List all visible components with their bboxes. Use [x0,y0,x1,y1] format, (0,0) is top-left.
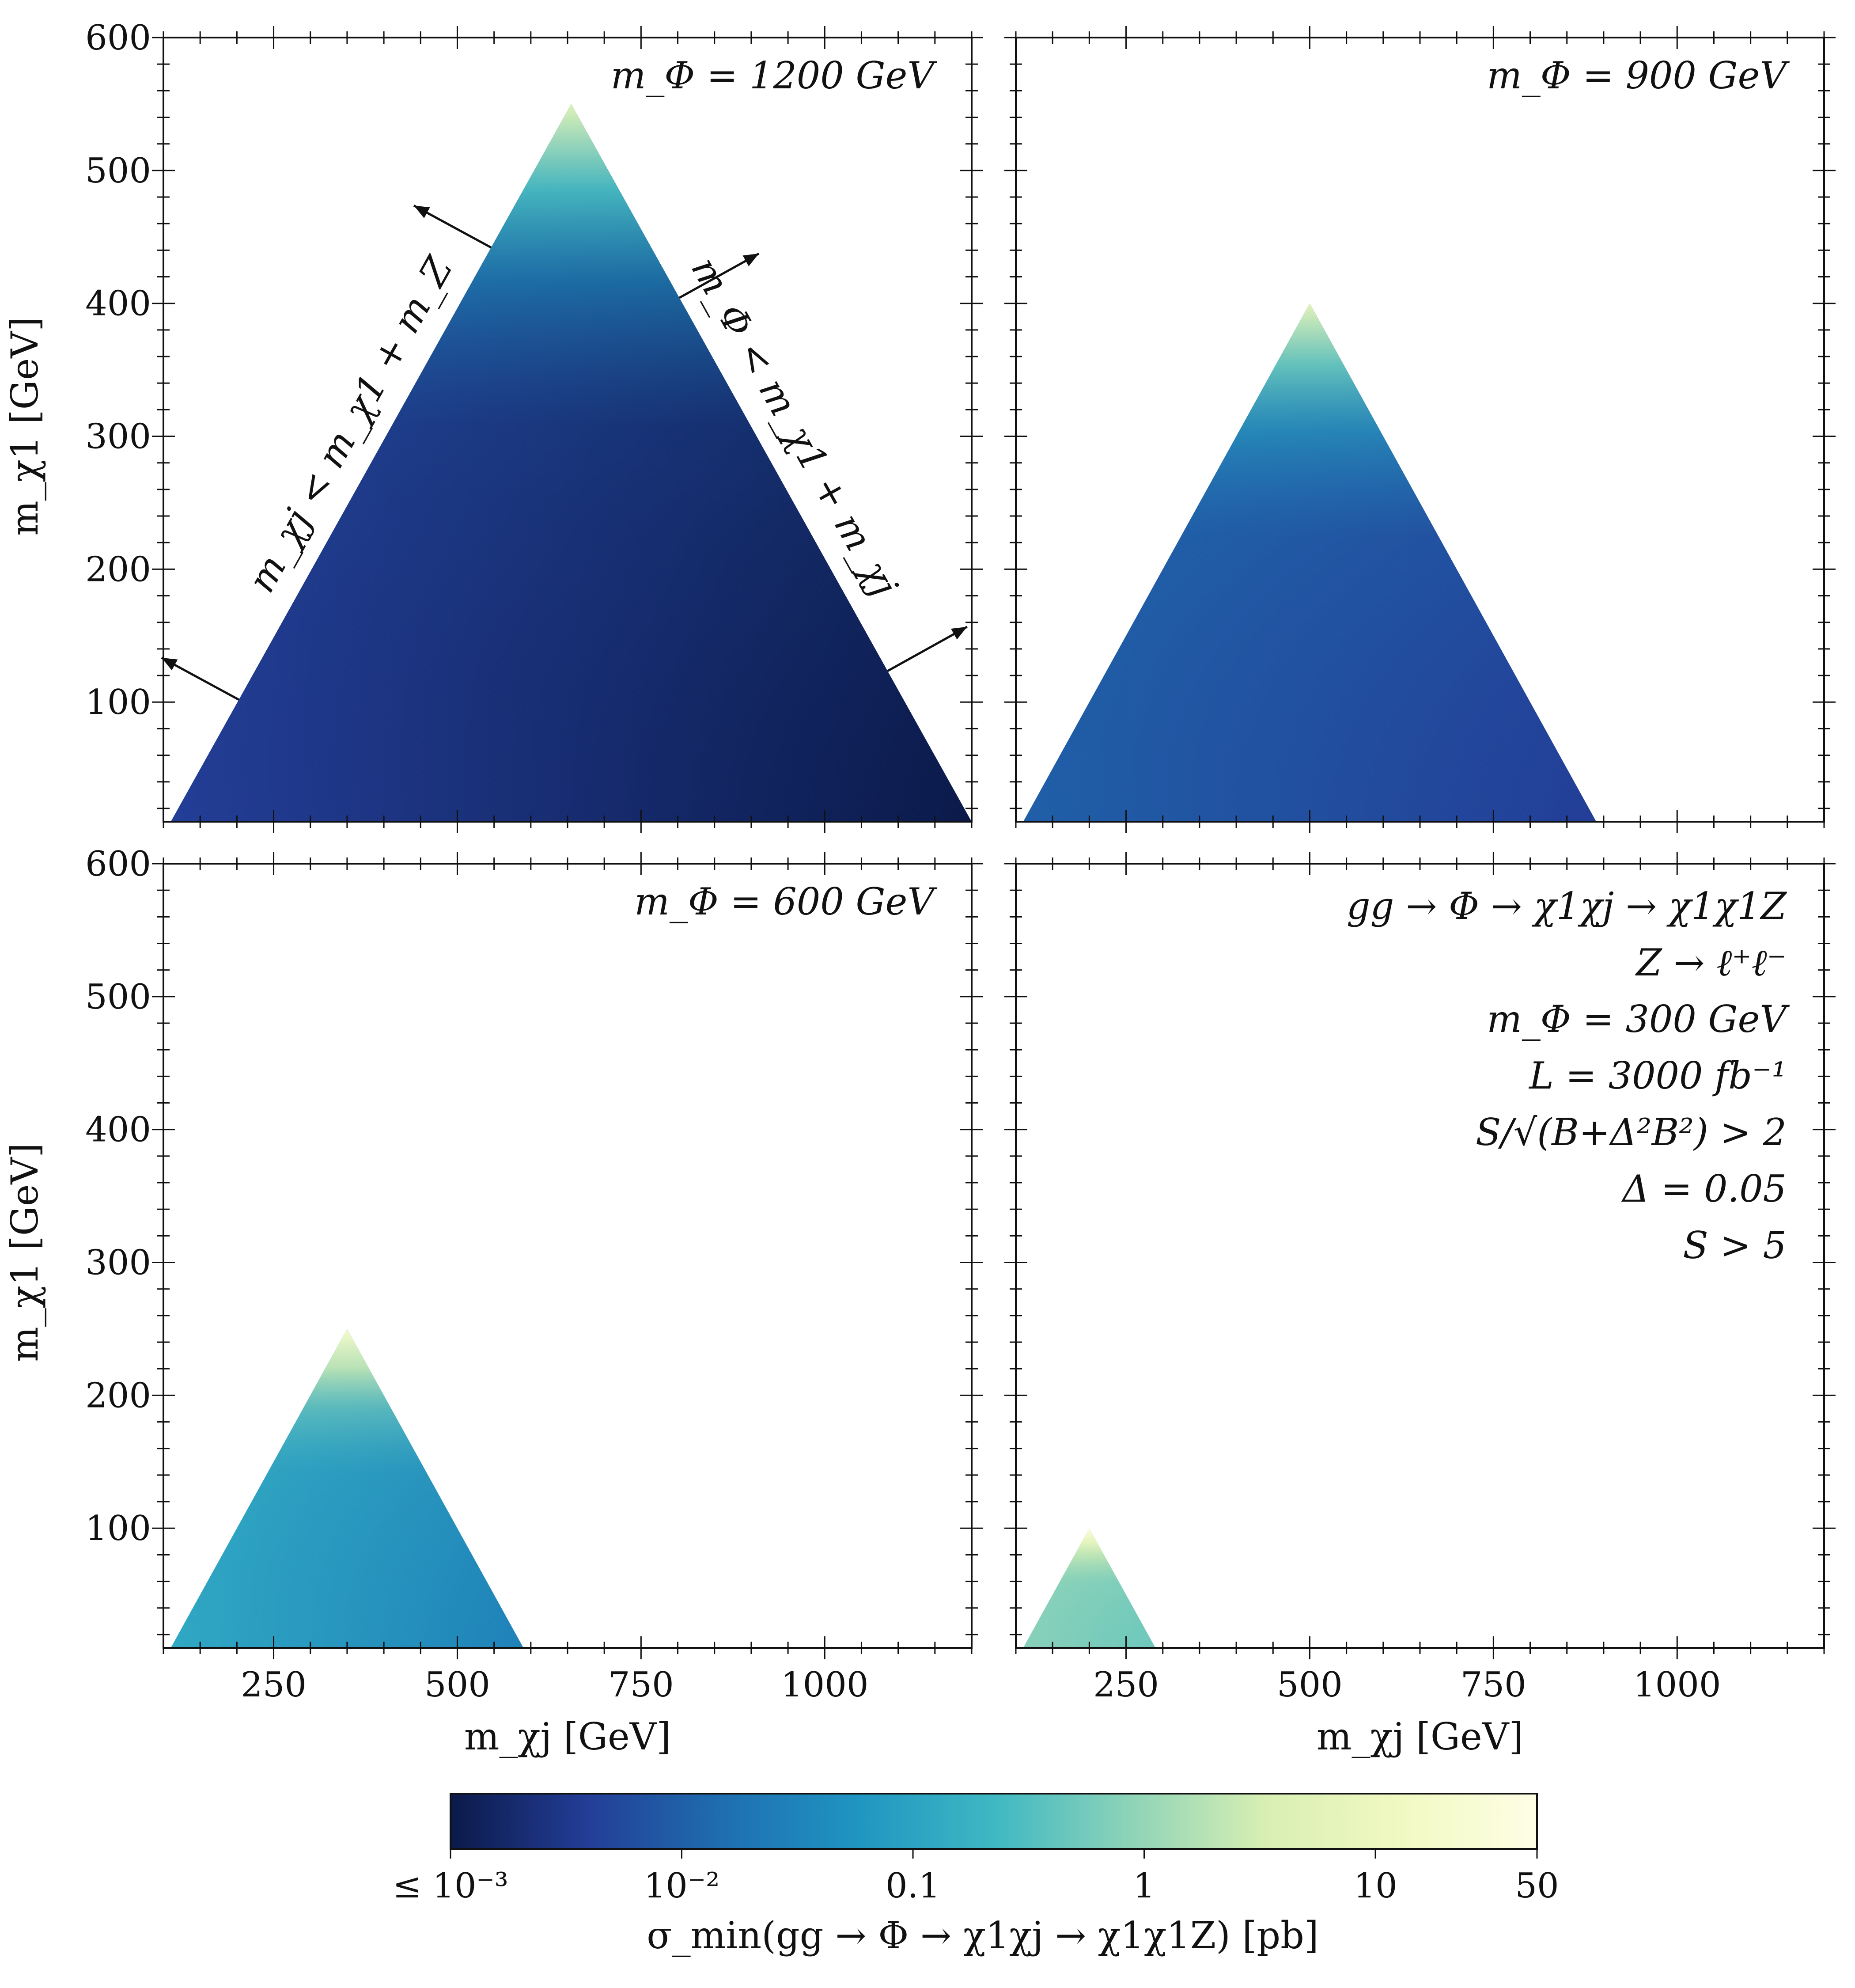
heatmap-region [170,1328,524,1648]
colorbar-gradient [450,1794,1537,1849]
y-tick-label: 300 [85,417,151,457]
panel-label: m_Φ = 1200 GeV [611,54,938,97]
x-axis-label-right: m_χj [GeV] [1317,1715,1523,1758]
colorbar-tick-label: 0.1 [886,1866,940,1906]
panel-m-phi-300: 250 500 750 1000 gg → Φ → χ1χj → χ1χ1Z Z → ℓ⁺… [1004,852,1836,1705]
colorbar: ≤ 10⁻³ 10⁻² 0.1 1 10 50 [393,1793,1559,1906]
info-line: L = 3000 fb⁻¹ [1528,1054,1787,1097]
x-tick-label: 1000 [781,1665,869,1705]
info-line: gg → Φ → χ1χj → χ1χ1Z [1347,884,1787,928]
colorbar-tick-label: 10 [1353,1866,1397,1906]
info-line: S/√(B+Δ²B²) > 2 [1476,1111,1787,1154]
info-line: Δ = 0.05 [1621,1167,1787,1210]
colorbar-label: σ_min(gg → Φ → χ1χj → χ1χ1Z) [pb] [647,1914,1318,1957]
x-tick-label: 750 [1461,1665,1526,1705]
y-tick-label: 100 [85,683,151,722]
arrow-head [951,626,967,640]
x-tick-label: 1000 [1633,1665,1721,1705]
panel-label: m_Φ = 900 GeV [1487,54,1790,97]
y-tick-label: 400 [85,1110,151,1150]
arrow-head [413,205,430,218]
colorbar-tick-label: ≤ 10⁻³ [393,1866,508,1906]
y-tick-label: 400 [85,284,151,324]
colorbar-tick-label: 1 [1133,1866,1155,1906]
x-tick-label: 250 [241,1665,307,1705]
heatmap-apex-ramp [170,1328,524,1648]
panel-m-phi-600: 250 500 750 1000 100 200 300 400 500 600 m_Φ = 600… [85,844,983,1705]
y-tick-label: 200 [85,1376,151,1415]
colorbar-tick-label: 50 [1515,1866,1559,1906]
heatmap-apex-ramp [1023,303,1597,822]
y-tick-label: 300 [85,1243,151,1283]
arrow-head [161,657,178,671]
boundary-arrow [678,252,760,299]
heatmap-region [1023,303,1597,822]
boundary-arrow [887,626,968,672]
x-axis-label-left: m_χj [GeV] [464,1715,671,1758]
colorbar-tick-label: 10⁻² [644,1866,720,1906]
colorbar-frame [450,1793,1538,1850]
x-tick-label: 500 [1277,1665,1343,1705]
info-line: m_Φ = 300 GeV [1487,998,1790,1041]
arrow-head [742,254,759,266]
x-tick-label: 750 [608,1665,674,1705]
y-tick-label: 100 [85,1509,151,1548]
y-axis-label-top: m_χ1 [GeV] [3,317,46,536]
x-tick-label: 500 [424,1665,490,1705]
y-axis-label-bottom: m_χ1 [GeV] [3,1143,46,1362]
y-tick-label: 600 [85,844,151,884]
y-tick-label: 600 [85,18,151,58]
panel-m-phi-900: m_Φ = 900 GeV [1004,26,1836,833]
panel-label: m_Φ = 600 GeV [634,880,937,923]
heatmap-region [170,104,972,822]
y-tick-label: 500 [85,151,151,191]
x-tick-label: 250 [1093,1665,1159,1705]
info-line: Z → ℓ⁺ℓ⁻ [1635,941,1787,984]
heatmap-apex-ramp [170,104,972,822]
info-line: S > 5 [1683,1224,1787,1267]
y-tick-label: 500 [85,977,151,1017]
y-tick-label: 200 [85,550,151,589]
